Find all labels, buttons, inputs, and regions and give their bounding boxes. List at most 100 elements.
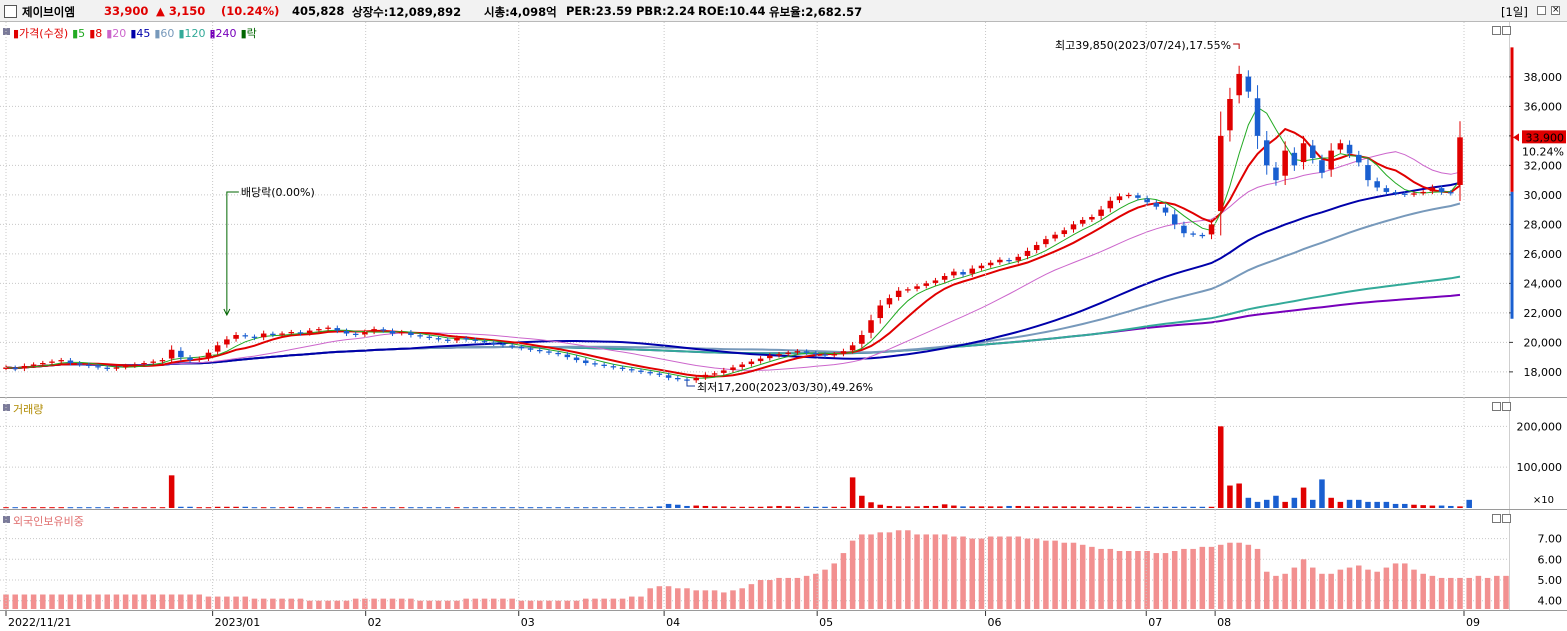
- candle-body: [472, 339, 479, 341]
- candle-body: [1052, 234, 1058, 239]
- volume-bar: [803, 506, 810, 508]
- volume-bar: [601, 507, 607, 509]
- foreign-ratio-bar: [886, 532, 893, 609]
- volume-bar: [951, 505, 957, 508]
- candle-body: [1079, 219, 1086, 224]
- candle-body: [224, 339, 230, 345]
- candle-body: [877, 305, 884, 319]
- candle-body: [21, 365, 28, 369]
- volume-bar: [444, 507, 451, 509]
- dividend-arrowhead: [223, 308, 231, 317]
- foreign-ratio-bar: [978, 538, 985, 609]
- panel-maximize-icon[interactable]: [1492, 514, 1501, 523]
- candle-body: [702, 374, 709, 378]
- volume-bar: [343, 507, 350, 509]
- candle-body: [500, 344, 506, 346]
- foreign-ratio-bar: [877, 532, 884, 609]
- volume-bar: [1236, 483, 1242, 508]
- volume-bar: [214, 506, 221, 508]
- price-chart-panel[interactable]: ▮가격(수정) ▮5 ▮8 ▮20 ▮45 ▮60 ▮120 ▮240 ▮락 18,000 20,…: [0, 22, 1567, 398]
- foreign-ratio-bar: [132, 594, 138, 609]
- foreign-ratio-axis: [1509, 510, 1567, 610]
- current-price-marker: [1513, 133, 1519, 142]
- candle-body: [141, 363, 147, 365]
- volume-bar: [490, 507, 497, 509]
- foreign-ratio-panel[interactable]: 외국인보유비중 7.00 6.00 5.00 4.00: [0, 510, 1567, 610]
- volume-bar: [905, 506, 911, 508]
- select-checkbox[interactable]: [4, 5, 17, 18]
- volume-bar: [1300, 487, 1307, 508]
- foreign-ratio-bar: [113, 594, 120, 609]
- volume-bar: [270, 507, 276, 509]
- foreign-ratio-bar: [997, 536, 1003, 609]
- candle-body: [822, 354, 828, 356]
- foreign-ratio-bar: [95, 594, 101, 609]
- foreign-ratio-bar: [1503, 575, 1509, 609]
- ma240-line: [5, 293, 1461, 370]
- panel-close-icon[interactable]: [1502, 514, 1511, 523]
- candle-body: [233, 335, 239, 339]
- maximize-icon[interactable]: [1537, 6, 1546, 15]
- volume-bar: [739, 506, 745, 508]
- foreign-ratio-bar: [693, 590, 699, 609]
- ma20-line: [5, 151, 1461, 371]
- volume-bar: [914, 506, 920, 508]
- candle-body: [214, 345, 221, 352]
- volume-bar: [767, 506, 773, 508]
- foreign-ratio-bar: [601, 598, 607, 609]
- foreign-ratio-bar: [1429, 575, 1436, 609]
- volume-bar: [1328, 497, 1334, 508]
- candle-body: [1089, 217, 1095, 220]
- foreign-ratio-bar: [49, 594, 55, 609]
- panel-close-icon[interactable]: [1502, 402, 1511, 411]
- volume-bar: [1153, 506, 1160, 508]
- volume-bar: [573, 507, 580, 509]
- foreign-ratio-bar: [426, 600, 433, 609]
- volume-bar: [555, 507, 561, 509]
- candle-body: [675, 377, 681, 380]
- candle-body: [1144, 198, 1150, 203]
- candle-body: [40, 363, 46, 365]
- foreign-ratio-bar: [987, 536, 994, 609]
- volume-bar: [1024, 506, 1031, 508]
- volume-bar: [868, 502, 874, 508]
- period-selector[interactable]: [1일]: [1501, 5, 1528, 19]
- price-change: ▲ 3,150: [156, 4, 206, 18]
- volume-bar: [1319, 479, 1325, 508]
- volume-bar: [150, 507, 157, 509]
- low-price-label: 최저17,200(2023/03/30),49.26%: [697, 381, 873, 394]
- candle-body: [1356, 154, 1362, 163]
- candle-body: [794, 351, 801, 353]
- volume-bar: [1309, 499, 1316, 508]
- volume-bar: [417, 507, 423, 509]
- volume-bar: [224, 506, 230, 508]
- candle-body: [408, 332, 414, 335]
- legend-item: ▮120: [178, 27, 206, 40]
- foreign-ratio-bar: [895, 530, 902, 609]
- candle-body: [859, 335, 865, 344]
- foreign-ratio-bar: [398, 598, 405, 609]
- foreign-ratio-bar: [555, 600, 561, 609]
- volume-bar: [849, 477, 856, 508]
- candle-body: [1328, 150, 1334, 170]
- volume-bar: [279, 507, 285, 509]
- close-icon[interactable]: ×: [1551, 5, 1560, 15]
- volume-bar: [380, 507, 387, 509]
- volume-bar: [426, 507, 433, 509]
- candle-body: [739, 364, 745, 368]
- volume-bar: [840, 506, 847, 508]
- foreign-ratio-bar: [1346, 567, 1353, 609]
- foreign-ratio-bar: [1365, 569, 1371, 609]
- candle-body: [831, 354, 837, 356]
- volume-bar: [702, 505, 709, 508]
- volume-bar: [1070, 506, 1077, 508]
- volume-bar: [187, 506, 193, 508]
- foreign-ratio-bar: [463, 598, 469, 609]
- panel-maximize-icon[interactable]: [1492, 402, 1501, 411]
- volume-bar: [564, 507, 571, 509]
- foreign-ratio-bar: [1024, 538, 1031, 609]
- panel-close-icon[interactable]: [1502, 26, 1511, 35]
- per-value: PER:23.59: [566, 4, 633, 18]
- volume-chart-panel[interactable]: 거래량 200,000 100,000 ×10: [0, 398, 1567, 510]
- panel-maximize-icon[interactable]: [1492, 26, 1501, 35]
